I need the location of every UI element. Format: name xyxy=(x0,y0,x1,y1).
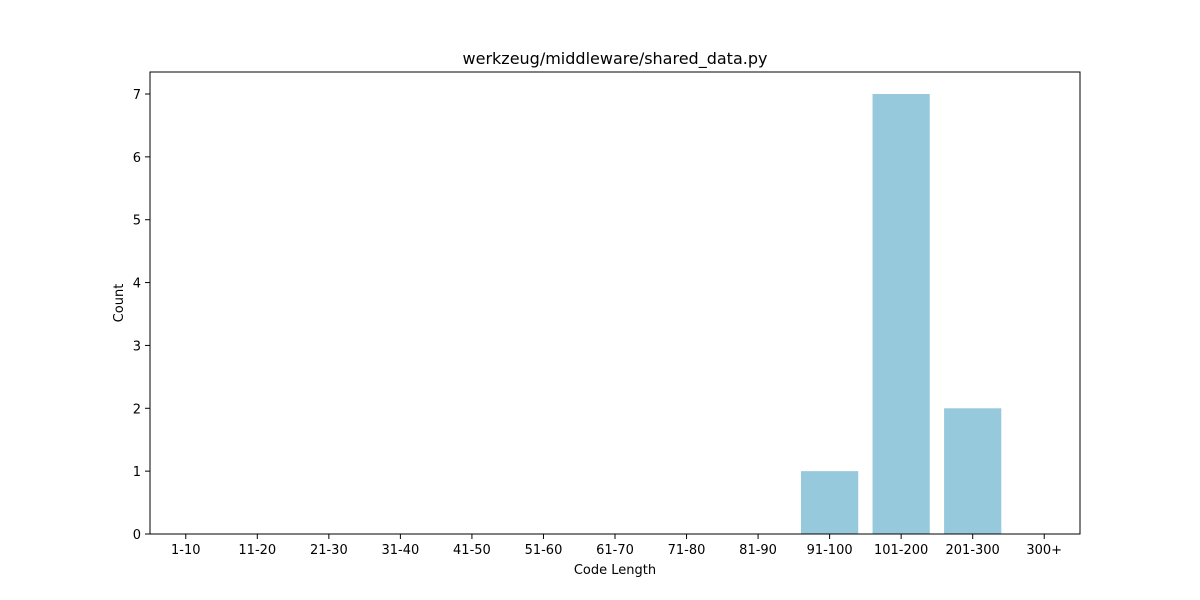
x-tick-label: 81-90 xyxy=(739,543,777,558)
x-axis-ticks: 1-10 11-20 21-30 31-40 41-50 51-60 61-70 71-80 8… xyxy=(171,534,1062,558)
y-axis-ticks: 0 1 2 3 4 5 6 7 xyxy=(133,88,150,543)
bar-91-100 xyxy=(801,471,859,534)
x-tick-label: 21-30 xyxy=(310,543,348,558)
x-tick-label: 61-70 xyxy=(596,543,634,558)
x-axis-label: Code Length xyxy=(574,563,656,578)
x-tick-label: 300+ xyxy=(1026,543,1062,558)
plot-frame xyxy=(149,71,1081,535)
y-tick-label: 3 xyxy=(133,339,141,354)
x-tick-label: 1-10 xyxy=(171,543,201,558)
y-tick-label: 6 xyxy=(133,151,141,166)
x-tick-label: 71-80 xyxy=(668,543,706,558)
y-tick-label: 7 xyxy=(133,88,141,103)
x-tick-label: 11-20 xyxy=(238,543,276,558)
y-tick-label: 4 xyxy=(133,277,141,292)
y-tick-label: 2 xyxy=(133,402,141,417)
chart-title: werkzeug/middleware/shared_data.py xyxy=(463,49,768,69)
x-tick-label: 41-50 xyxy=(453,543,491,558)
bar-201-300 xyxy=(944,408,1002,534)
x-tick-label: 201-300 xyxy=(946,543,1000,558)
y-tick-label: 1 xyxy=(133,465,141,480)
y-tick-label: 0 xyxy=(133,528,141,543)
x-tick-label: 31-40 xyxy=(381,543,419,558)
bar-101-200 xyxy=(872,94,930,534)
x-tick-label: 101-200 xyxy=(874,543,928,558)
x-tick-label: 91-100 xyxy=(807,543,853,558)
x-tick-label: 51-60 xyxy=(525,543,563,558)
y-tick-label: 5 xyxy=(133,214,141,229)
bars-group xyxy=(801,94,1002,534)
y-axis-label: Count xyxy=(112,284,127,323)
